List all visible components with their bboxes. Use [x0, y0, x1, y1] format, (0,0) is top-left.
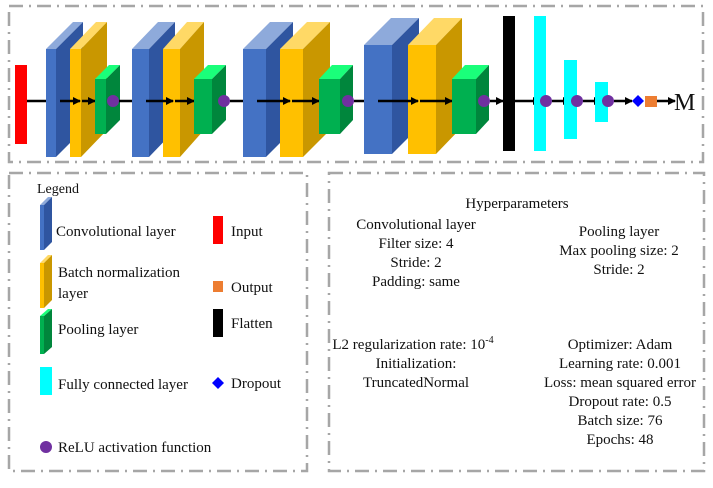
batchnorm-layer-1-front [70, 49, 81, 157]
batchnorm-layer-2-top [163, 22, 204, 49]
pool-legend-icon-side [44, 309, 52, 354]
legend-input-label: Input [231, 224, 263, 240]
output-label: M [674, 90, 695, 116]
conv-hp-2: Stride: 2 [390, 255, 441, 271]
relu-dot [218, 95, 230, 107]
conv-legend-icon [40, 197, 52, 250]
input-legend-icon [213, 216, 223, 244]
l2-label: L2 regularization rate: 10 [332, 337, 485, 353]
legend: Legend Convolutional layer Batch normali… [37, 182, 282, 456]
relu-dot [540, 95, 552, 107]
pooling-layer-2-front [194, 79, 212, 134]
legend-fc-label: Fully connected layer [58, 377, 188, 393]
output-square [645, 96, 657, 107]
fc-layer-2 [564, 60, 577, 139]
legend-title: Legend [37, 182, 79, 197]
batchnorm-layer-3-top [280, 22, 330, 49]
relu-dot [342, 95, 354, 107]
relu-dot [571, 95, 583, 107]
pooling-layer-3-top [319, 65, 353, 79]
dropout-diamond [632, 95, 644, 107]
legend-flatten-label: Flatten [231, 316, 273, 332]
relu-legend-icon [40, 441, 52, 453]
batchnorm-layer-4-front [408, 45, 436, 154]
pooling-layer-4-top [452, 65, 489, 79]
legend-conv-label: Convolutional layer [56, 224, 176, 240]
output-legend-icon [213, 281, 223, 292]
train-hp-0: Optimizer: Adam [568, 337, 673, 353]
pool-hp-2: Stride: 2 [593, 262, 644, 278]
conv-layer-2-front [132, 49, 149, 157]
train-hp-3: Dropout rate: 0.5 [569, 394, 672, 410]
hyperparameters-title: Hyperparameters [465, 196, 568, 212]
legend-dropout-label: Dropout [231, 376, 282, 392]
pooling-layer-1-top [95, 65, 120, 79]
init-hp-1: TruncatedNormal [363, 375, 469, 391]
conv-layer-1-front [46, 49, 56, 157]
bn-legend-icon-front [40, 263, 44, 308]
relu-dot [478, 95, 490, 107]
legend-frame [7, 171, 309, 473]
l2-exponent: -4 [485, 335, 493, 346]
pooling-layer-3-front [319, 79, 340, 134]
fc-legend-icon [40, 367, 52, 395]
bn-legend-icon [40, 255, 52, 308]
pool-legend-icon-front [40, 316, 44, 354]
legend-output-label: Output [231, 280, 274, 296]
flatten-legend-icon [213, 309, 223, 337]
pooling-layer-4-front [452, 79, 476, 134]
pool-hp-0: Pooling layer [579, 224, 659, 240]
fc-layer-1 [534, 16, 546, 151]
legend-bn-label-2: layer [58, 286, 88, 302]
init-hp-0: Initialization: [376, 356, 457, 372]
conv-layer-2-top [132, 22, 175, 49]
conv-legend-icon-top [40, 197, 52, 205]
pooling-layer-2-top [194, 65, 226, 79]
batchnorm-layer-1-top [70, 22, 107, 49]
hyperparameters-frame [327, 171, 706, 473]
dropout-legend-icon [212, 377, 224, 389]
legend-pool-label: Pooling layer [58, 322, 138, 338]
legend-icons [40, 197, 224, 453]
conv-hp-1: Filter size: 4 [379, 236, 454, 252]
conv-layer-1-top [46, 22, 83, 49]
pool-legend-icon [40, 309, 52, 354]
l2-rate: L2 regularization rate: 10-4 [332, 335, 493, 353]
pool-hp-1: Max pooling size: 2 [559, 243, 679, 259]
legend-bn-label-1: Batch normalization [58, 265, 181, 281]
flatten-layer [503, 16, 515, 151]
conv-layer-3-top [243, 22, 293, 49]
fc-layer-3 [595, 82, 608, 122]
conv-layer-3-front [243, 49, 266, 157]
batchnorm-layer-3-front [280, 49, 303, 157]
architecture-layers [15, 16, 676, 157]
legend-relu-label: ReLU activation function [58, 440, 212, 456]
conv-legend-icon-front [40, 205, 44, 250]
conv-hp-3: Padding: same [372, 274, 460, 290]
conv-layer-4-front [364, 45, 392, 154]
train-hp-2: Loss: mean squared error [544, 375, 696, 391]
relu-dot [107, 95, 119, 107]
pool-legend-icon-top [40, 309, 52, 316]
conv-legend-icon-side [44, 197, 52, 250]
relu-dot [602, 95, 614, 107]
batchnorm-layer-4-top [408, 18, 462, 45]
bn-legend-icon-top [40, 255, 52, 263]
input-layer [15, 65, 27, 144]
batchnorm-layer-2-front [163, 49, 180, 157]
hyperparameters: Hyperparameters Convolutional layer Filt… [332, 196, 696, 448]
train-hp-1: Learning rate: 0.001 [559, 356, 681, 372]
conv-layer-4-top [364, 18, 419, 45]
train-hp-4: Batch size: 76 [578, 413, 663, 429]
pooling-layer-1-front [95, 79, 106, 134]
batchnorm-layer-2 [163, 22, 204, 157]
conv-hp-0: Convolutional layer [356, 217, 476, 233]
architecture-frame [7, 4, 705, 164]
bn-legend-icon-side [44, 255, 52, 308]
train-hp-5: Epochs: 48 [586, 432, 653, 448]
